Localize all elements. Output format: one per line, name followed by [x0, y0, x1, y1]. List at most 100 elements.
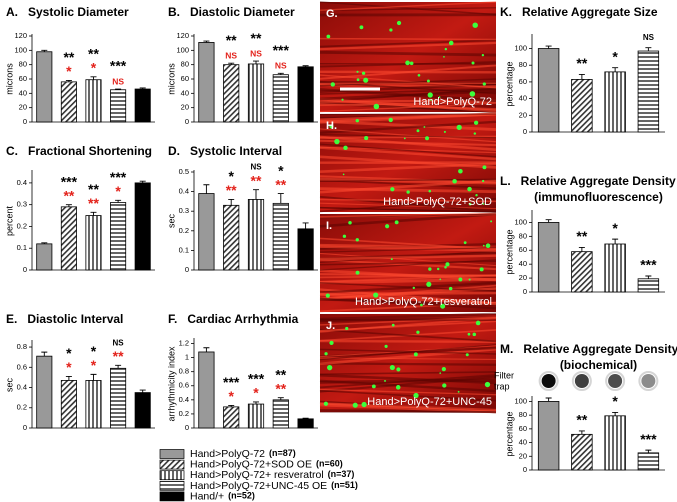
muscle-fiber: [319, 245, 497, 252]
aggregate-dot: [467, 186, 472, 192]
bar: [223, 204, 240, 271]
muscle-fiber: [319, 277, 497, 285]
aggregate-dot: [413, 392, 419, 399]
aggregate-dot: [323, 401, 329, 406]
panel-letter: F.: [168, 312, 177, 326]
y-tick-label: 0.4: [17, 178, 27, 187]
aggregate-dot: [444, 265, 447, 269]
significance-label: **: [88, 46, 99, 62]
error-bar: [41, 49, 48, 52]
aggregate-dot: [406, 190, 410, 194]
aggregate-dot: [373, 292, 379, 298]
y-tick-label: 0.5: [179, 167, 189, 176]
aggregate-dot: [448, 40, 454, 46]
bar: [571, 79, 593, 133]
y-tick-label: 80: [519, 410, 527, 419]
filter-trap-blot: [641, 374, 656, 388]
aggregate-dot: [345, 326, 349, 331]
muscle-fiber: [319, 39, 497, 48]
aggregate-dot: [468, 202, 472, 206]
significance-label-red: *: [91, 357, 97, 373]
aggregate-dot: [356, 78, 360, 82]
legend-swatch: [159, 449, 185, 459]
aggregate-dot: [465, 353, 469, 357]
y-tick-label: 0.4: [17, 383, 27, 392]
legend-n: (n=52): [228, 491, 255, 501]
bar: [134, 182, 151, 271]
y-tick-label: 0: [523, 287, 527, 296]
filter-trap-blot: [574, 374, 589, 388]
y-tick-label: 40: [519, 94, 527, 103]
error-bar: [203, 347, 210, 352]
aggregate-dot: [443, 130, 446, 133]
y-tick-label: 80: [19, 60, 27, 69]
aggregate-dot: [388, 117, 393, 123]
aggregate-dot: [475, 194, 478, 197]
significance-label-red: NS: [112, 76, 124, 86]
bar: [537, 48, 560, 133]
aggregate-dot: [341, 98, 344, 101]
muscle-fiber: [319, 143, 497, 158]
aggregate-dot: [426, 79, 430, 83]
error-bar: [545, 45, 552, 49]
bar: [571, 251, 593, 293]
y-tick-label: 120: [14, 31, 27, 40]
significance-label-red: *: [66, 359, 72, 375]
bar: [247, 199, 265, 271]
significance-label: ***: [273, 42, 290, 58]
error-bar: [228, 198, 235, 206]
error-bar: [65, 204, 72, 207]
error-bar: [578, 73, 585, 80]
error-bar: [645, 275, 652, 279]
muscle-fiber: [319, 50, 497, 57]
bar: [637, 452, 660, 471]
error-bar: [302, 417, 309, 419]
y-tick-label: 0.3: [17, 200, 27, 209]
aggregate-dot: [342, 234, 347, 238]
muscle-fiber: [319, 162, 497, 174]
image-letter: J.: [326, 320, 335, 332]
legend-label: Hand>PolyQ-72+UNC-45 OE (n=51): [190, 480, 358, 492]
muscle-fiber: [319, 37, 497, 41]
image-label: Hand>PolyQ-72: [413, 96, 492, 108]
significance-label: **: [251, 30, 262, 46]
aggregate-dot: [330, 82, 335, 87]
aggregate-dot: [475, 320, 481, 326]
muscle-fiber: [319, 135, 497, 151]
aggregate-dot: [428, 267, 432, 271]
panel-letter: L.: [500, 174, 511, 188]
aggregate-dot: [394, 220, 399, 225]
panel-title-text: Relative Aggregate Density: [521, 174, 676, 188]
aggregate-dot: [457, 390, 460, 393]
significance-label-red: **: [275, 176, 286, 192]
aggregate-dot: [355, 270, 360, 275]
significance-label: *: [228, 168, 234, 184]
error-bar: [90, 211, 97, 216]
bar: [110, 367, 127, 429]
significance-label: *: [278, 162, 284, 178]
image-letter: G.: [326, 8, 338, 20]
aggregate-dot: [352, 402, 358, 408]
panel-title: A. Systolic Diameter: [6, 5, 129, 19]
significance-label: ***: [110, 58, 127, 74]
aggregate-dot: [361, 71, 366, 75]
muscle-fiber: [319, 312, 497, 321]
panel-title-text: Systolic Diameter: [28, 5, 129, 19]
significance-label: **: [576, 55, 587, 71]
bar: [297, 228, 314, 271]
aggregate-dot: [327, 364, 333, 371]
legend-swatch: [159, 491, 185, 502]
error-bar: [139, 389, 146, 393]
y-tick-label: 0.8: [17, 342, 27, 351]
muscle-fiber: [319, 403, 497, 414]
significance-label-red: **: [226, 182, 237, 198]
aggregate-dot: [482, 165, 487, 170]
panel-title: L. Relative Aggregate Density: [500, 174, 676, 188]
aggregate-dot: [396, 367, 401, 372]
panel-letter: A.: [6, 5, 18, 19]
significance-label: NS: [113, 338, 125, 347]
aggregate-dot: [324, 352, 328, 356]
filter-trap-blot: [541, 374, 556, 388]
error-bar: [139, 180, 146, 183]
muscle-fiber: [319, 202, 497, 210]
